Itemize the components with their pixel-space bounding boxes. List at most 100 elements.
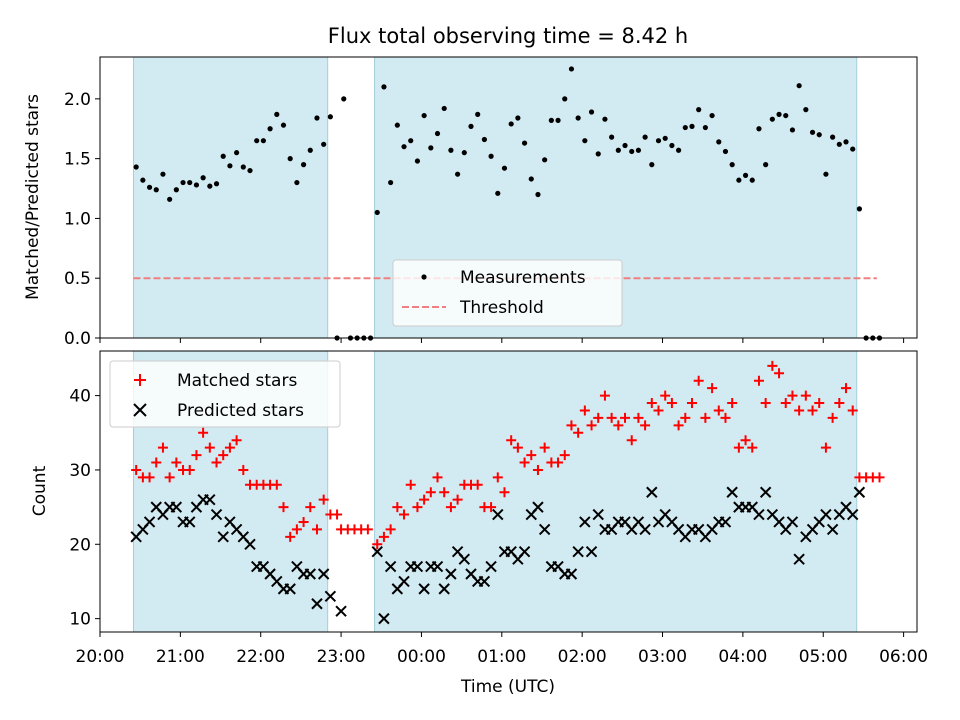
x-tick-label: 02:00: [558, 647, 607, 667]
matched-star-point: [271, 479, 282, 490]
matched-star-point: [767, 360, 778, 371]
y-tick-label: 0.0: [64, 329, 91, 349]
measurement-point: [595, 151, 601, 157]
measurement-point: [220, 153, 226, 159]
matched-star-point: [499, 487, 510, 498]
predicted-star-point: [639, 523, 651, 536]
measurement-point: [193, 182, 200, 188]
measurement-point: [341, 96, 347, 102]
matched-star-point: [291, 524, 302, 535]
measurement-point: [789, 127, 796, 133]
predicted-star-point: [793, 553, 805, 565]
measurement-point: [428, 145, 434, 151]
matched-star-point: [298, 516, 309, 527]
predicted-star-point: [719, 516, 732, 528]
measurement-point: [823, 171, 829, 177]
legend-label-matched: Matched stars: [177, 371, 297, 391]
matched-star-point: [506, 435, 517, 446]
matched-star-point: [646, 398, 657, 409]
matched-star-point: [278, 502, 289, 513]
measurement-point: [675, 147, 682, 153]
measurement-point: [535, 191, 541, 198]
legend-label-predicted: Predicted stars: [177, 401, 304, 421]
predicted-star-point: [759, 486, 772, 498]
legend-label-measurements: Measurements: [460, 268, 586, 288]
legend-box-bottom: [109, 360, 341, 428]
matched-star-point: [191, 450, 202, 461]
matched-star-point: [399, 509, 410, 520]
measurement-points: [133, 66, 883, 341]
measurement-point: [749, 177, 755, 183]
matched-star-point: [794, 405, 805, 416]
x-tick-label: 06:00: [879, 647, 928, 667]
predicted-star-point: [244, 538, 256, 550]
matched-star-point: [425, 487, 436, 498]
predicted-star-point: [398, 575, 410, 588]
measurement-point: [528, 176, 534, 182]
measurement-point: [635, 147, 642, 153]
matched-star-point: [231, 435, 242, 446]
measurement-point: [455, 171, 461, 177]
matched-star-point: [472, 479, 483, 490]
measurement-point: [709, 112, 715, 119]
matched-star-point: [693, 375, 704, 386]
matched-star-point: [311, 524, 322, 535]
y-tick-label: 20: [69, 535, 91, 555]
measurement-point: [227, 163, 233, 169]
matched-star-point: [224, 442, 235, 453]
matched-star-point: [526, 450, 537, 461]
matched-star-point: [211, 457, 222, 468]
measurement-point: [441, 105, 447, 112]
measurement-point: [796, 83, 802, 89]
measurement-point: [629, 148, 635, 155]
measurement-point: [850, 146, 856, 152]
matched-star-point: [198, 427, 209, 438]
measurement-point: [260, 138, 266, 144]
measurement-point: [548, 117, 554, 123]
matched-star-point: [834, 398, 845, 409]
observing-windows: [132, 350, 858, 633]
panel-counts: 10 20 30 40 20:00 21:00 22:00 23:00 00:00 01:00 0…: [30, 350, 928, 697]
measurement-point: [401, 144, 407, 150]
matched-star-point: [640, 420, 651, 431]
predicted-star-point: [311, 598, 323, 610]
matched-star-point: [566, 420, 577, 431]
matched-star-point: [586, 420, 597, 431]
measurement-point: [461, 150, 467, 156]
matched-star-point: [151, 457, 162, 468]
predicted-star-point: [572, 546, 584, 558]
measurement-point: [133, 164, 139, 170]
measurement-point: [448, 147, 454, 153]
measurement-point: [180, 179, 186, 186]
matched-star-point: [184, 464, 195, 475]
matched-star-point: [807, 405, 818, 416]
matched-star-point: [780, 398, 791, 409]
matched-star-point: [171, 457, 182, 468]
x-tick-label: 20:00: [76, 647, 125, 667]
measurement-point: [783, 112, 789, 119]
measurement-point: [173, 187, 179, 193]
predicted-star-point: [284, 583, 296, 595]
measurement-point: [722, 148, 729, 155]
matched-star-point: [820, 442, 831, 453]
matched-star-point: [847, 405, 858, 416]
measurement-point: [414, 158, 421, 164]
matched-star-point: [445, 502, 456, 513]
measurement-point: [843, 139, 849, 145]
x-tick-label: 00:00: [397, 647, 446, 667]
matched-star-point: [827, 412, 838, 423]
x-axis-label: Time (UTC): [460, 677, 555, 697]
measurement-point: [729, 162, 735, 168]
matched-star-point: [747, 442, 758, 453]
measurement-point: [622, 142, 628, 149]
matched-star-point: [633, 412, 644, 423]
predicted-star-point: [820, 508, 832, 521]
measurement-point: [314, 115, 320, 121]
measurement-point: [167, 196, 173, 202]
predicted-star-point: [585, 546, 598, 558]
measurement-point: [555, 117, 561, 123]
measurement-point: [662, 135, 668, 141]
measurement-point: [327, 114, 333, 120]
measurement-point: [803, 107, 809, 113]
matched-points: [131, 360, 885, 550]
